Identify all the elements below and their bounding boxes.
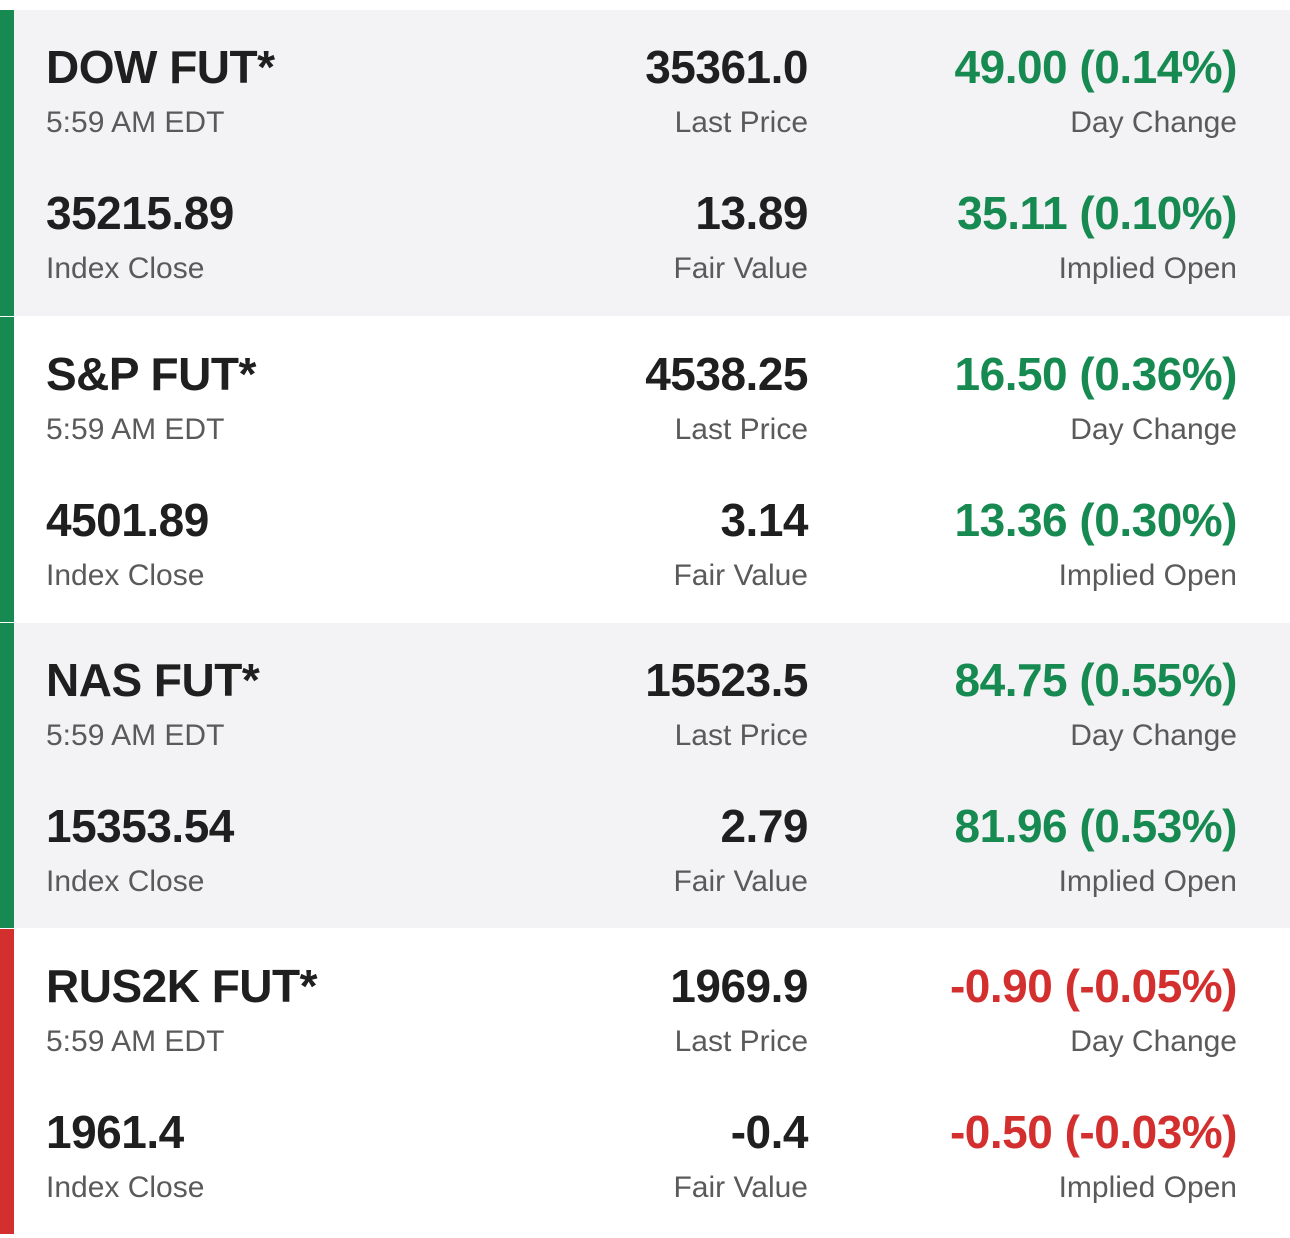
last-price-value: 1969.9 <box>670 960 808 1012</box>
implied-open-value: 35.11 (0.10%) <box>957 187 1237 239</box>
index-close-label: Index Close <box>46 1171 205 1204</box>
quote-time: 5:59 AM EDT <box>46 719 225 752</box>
day-change-value: -0.90 (-0.05%) <box>949 960 1238 1012</box>
ticker-symbol[interactable]: DOW FUT* <box>46 41 275 93</box>
fair-value-value: -0.4 <box>730 1106 809 1158</box>
fair-value-value: 2.79 <box>720 800 808 852</box>
last-price-value: 35361.0 <box>645 41 808 93</box>
implied-open-label: Implied Open <box>1058 1171 1237 1204</box>
fair-value-value: 3.14 <box>720 494 808 546</box>
last-price-label: Last Price <box>674 106 808 139</box>
futures-row-rus2k[interactable]: RUS2K FUT* 5:59 AM EDT 1969.9 Last Price… <box>0 928 1290 1234</box>
trend-bar-up <box>0 623 14 928</box>
quote-time: 5:59 AM EDT <box>46 106 225 139</box>
index-close-label: Index Close <box>46 559 205 592</box>
ticker-symbol[interactable]: S&P FUT* <box>46 348 256 400</box>
day-change-value: 84.75 (0.55%) <box>954 654 1238 706</box>
index-close-value: 4501.89 <box>46 494 209 546</box>
index-close-value: 15353.54 <box>46 800 234 852</box>
implied-open-label: Implied Open <box>1058 559 1237 592</box>
day-change-label: Day Change <box>1070 413 1237 446</box>
ticker-symbol[interactable]: RUS2K FUT* <box>46 960 318 1012</box>
last-price-label: Last Price <box>674 719 808 752</box>
day-change-label: Day Change <box>1070 106 1237 139</box>
quote-time: 5:59 AM EDT <box>46 1025 225 1058</box>
futures-row-nas[interactable]: NAS FUT* 5:59 AM EDT 15523.5 Last Price … <box>0 622 1290 928</box>
index-close-value: 35215.89 <box>46 187 234 239</box>
last-price-value: 15523.5 <box>645 654 808 706</box>
ticker-symbol[interactable]: NAS FUT* <box>46 654 260 706</box>
last-price-label: Last Price <box>674 413 808 446</box>
day-change-value: 16.50 (0.36%) <box>954 348 1238 400</box>
day-change-value: 49.00 (0.14%) <box>954 41 1238 93</box>
fair-value-label: Fair Value <box>673 252 808 285</box>
implied-open-value: 13.36 (0.30%) <box>954 494 1238 546</box>
fair-value-label: Fair Value <box>673 559 808 592</box>
trend-bar-down <box>0 929 14 1234</box>
fair-value-value: 13.89 <box>695 187 808 239</box>
index-close-label: Index Close <box>46 252 205 285</box>
quote-time: 5:59 AM EDT <box>46 413 225 446</box>
day-change-label: Day Change <box>1070 719 1237 752</box>
last-price-label: Last Price <box>674 1025 808 1058</box>
index-close-label: Index Close <box>46 865 205 898</box>
implied-open-label: Implied Open <box>1058 865 1237 898</box>
implied-open-value: 81.96 (0.53%) <box>954 800 1238 852</box>
implied-open-label: Implied Open <box>1058 252 1237 285</box>
last-price-value: 4538.25 <box>645 348 808 400</box>
fair-value-label: Fair Value <box>673 865 808 898</box>
index-close-value: 1961.4 <box>46 1106 184 1158</box>
day-change-label: Day Change <box>1070 1025 1237 1058</box>
trend-bar-up <box>0 10 14 316</box>
trend-bar-up <box>0 317 14 622</box>
futures-row-sp[interactable]: S&P FUT* 5:59 AM EDT 4538.25 Last Price … <box>0 316 1290 622</box>
futures-row-dow[interactable]: DOW FUT* 5:59 AM EDT 35361.0 Last Price … <box>0 10 1290 316</box>
fair-value-label: Fair Value <box>673 1171 808 1204</box>
implied-open-value: -0.50 (-0.03%) <box>949 1106 1238 1158</box>
